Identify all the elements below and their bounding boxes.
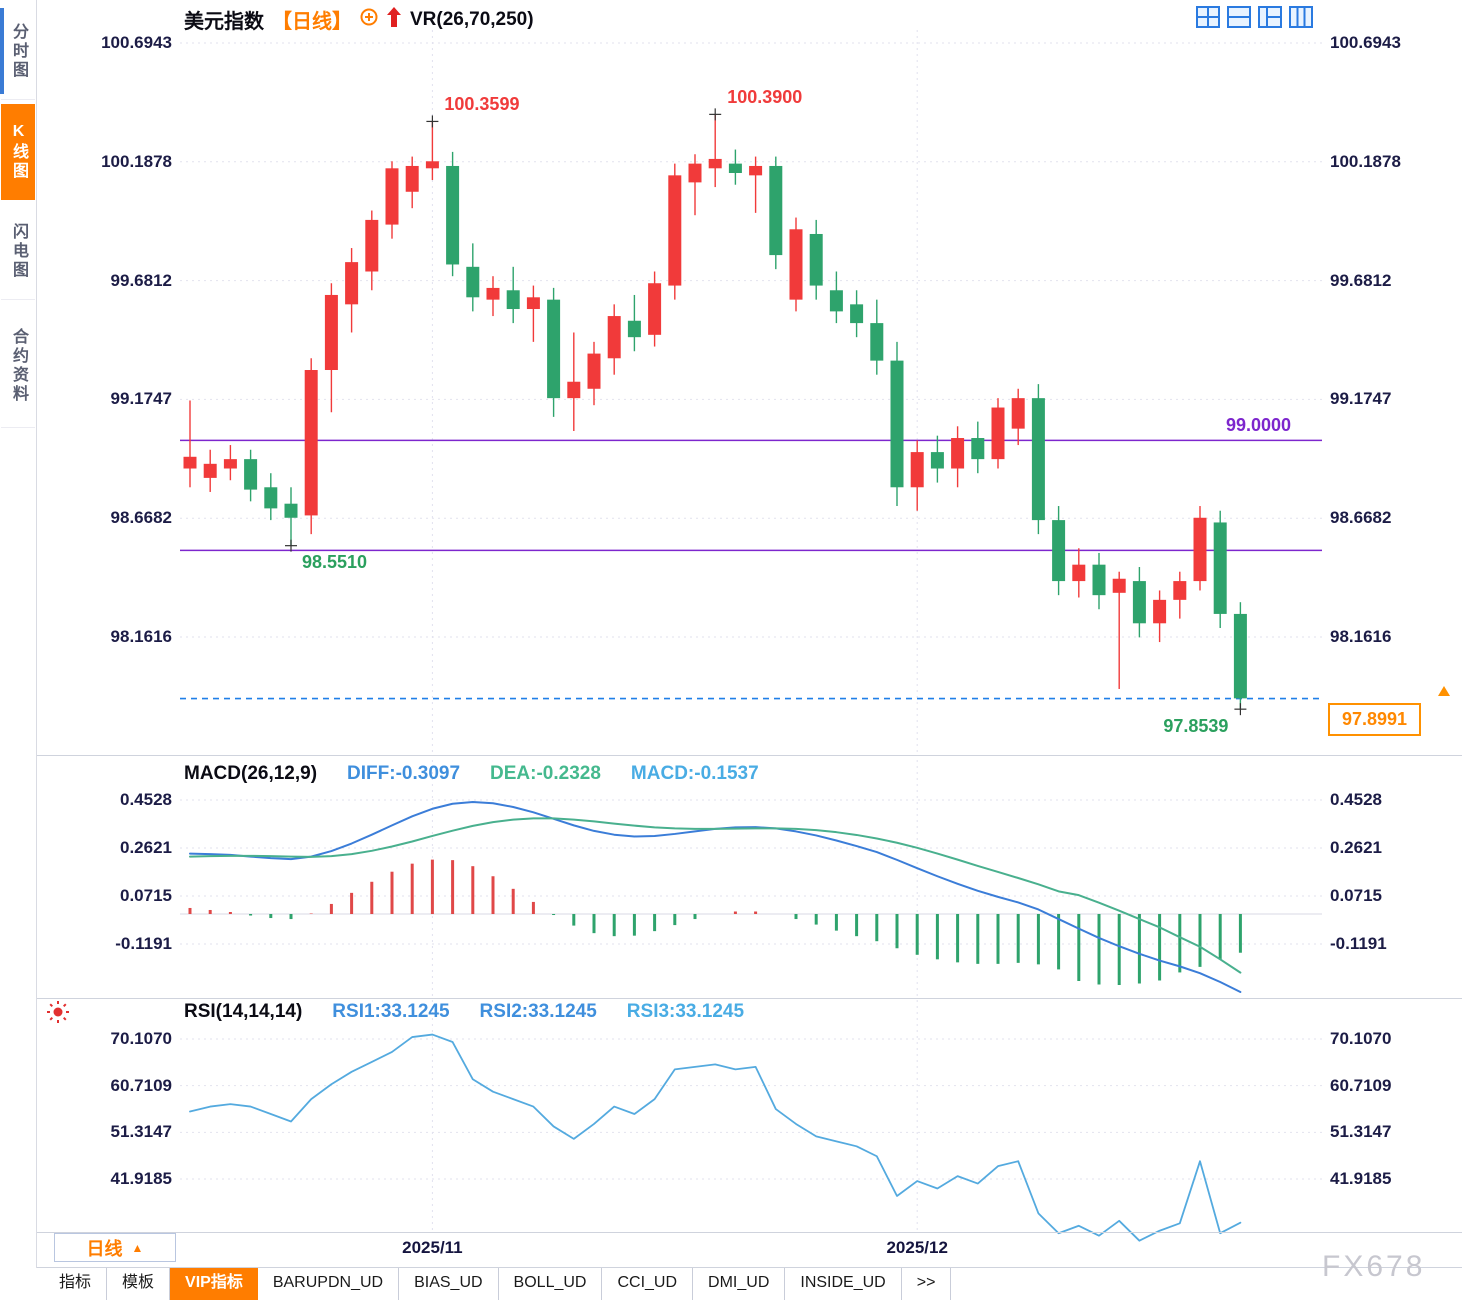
- axis-tick-label: 98.6682: [1330, 508, 1392, 528]
- axis-tick-label: 51.3147: [110, 1122, 172, 1142]
- chart-header: 美元指数 【日线】 VR(26,70,250): [184, 5, 534, 34]
- period-label: 日线: [86, 1238, 123, 1259]
- axis-tick-label: 0.4528: [120, 790, 172, 809]
- axis-tick-label: 100.1878: [101, 151, 172, 171]
- sidebar-tab-contract-info[interactable]: 合约资料: [1, 304, 35, 428]
- sidebar-tab-kline-chart[interactable]: K线图: [1, 104, 35, 200]
- tab-barupdn-ud[interactable]: BARUPDN_UD: [258, 1268, 400, 1300]
- high-price-annotation: 100.3599: [444, 94, 520, 115]
- tab-bias-ud[interactable]: BIAS_UD: [399, 1268, 499, 1300]
- plus-circle-icon[interactable]: [360, 8, 378, 31]
- indicator-tab-bar: 指标 模板 VIP指标 BARUPDN_UD BIAS_UD BOLL_UD C…: [36, 1268, 1462, 1300]
- sidebar-tab-time-chart[interactable]: 分时图: [1, 4, 35, 100]
- axis-tick-label: -0.1191: [115, 934, 172, 953]
- axis-tick-label: -0.1191: [1330, 934, 1387, 953]
- symbol-title: 美元指数: [184, 11, 264, 33]
- up-arrow-icon: [386, 6, 402, 33]
- sun-icon[interactable]: [46, 1000, 70, 1029]
- axis-tick-label: 99.1747: [1330, 389, 1392, 409]
- axis-tick-label: 98.1616: [1330, 627, 1392, 646]
- axis-tick-label: 100.6943: [1330, 33, 1401, 52]
- layout-rows-icon[interactable]: [1227, 6, 1251, 33]
- rsi-params[interactable]: RSI(14,14,14): [184, 1001, 303, 1022]
- macd-dea-value: DEA:-0.2328: [490, 763, 601, 784]
- axis-tick-label: 60.7109: [110, 1075, 172, 1095]
- up-triangle-icon: ▲: [131, 1240, 144, 1255]
- axis-tick-label: 70.1070: [1330, 1029, 1392, 1048]
- sidebar-tab-lightning-chart[interactable]: 闪电图: [1, 204, 35, 300]
- axis-tick-label: 60.7109: [1330, 1075, 1392, 1095]
- period-selector[interactable]: 日线 ▲: [54, 1233, 176, 1262]
- layout-columns-icon[interactable]: [1289, 6, 1313, 33]
- tab-dmi-ud[interactable]: DMI_UD: [693, 1268, 786, 1300]
- last-price-badge: 97.8991: [1328, 702, 1422, 736]
- low-price-annotation: 97.8539: [1163, 716, 1229, 737]
- layout-split-icon[interactable]: [1258, 6, 1282, 33]
- axis-tick-label: 0.0715: [120, 886, 172, 905]
- axis-tick-label: 98.1616: [110, 627, 172, 646]
- axis-tick-label: 0.2621: [1330, 838, 1382, 857]
- axis-tick-label: 41.9185: [1330, 1169, 1392, 1188]
- axis-tick-label: 51.3147: [1330, 1122, 1392, 1142]
- axis-tick-label: 0.4528: [1330, 790, 1382, 809]
- layout-grid-icon[interactable]: [1196, 6, 1220, 33]
- x-axis-month-label: 2025/11: [402, 1238, 463, 1257]
- rsi2-value: RSI2:33.1245: [479, 1001, 597, 1022]
- macd-title-row: MACD(26,12,9) DIFF:-0.3097 DEA:-0.2328 M…: [184, 763, 759, 785]
- axis-tick-label: 0.2621: [120, 838, 172, 857]
- low-price-annotation: 98.5510: [302, 551, 368, 572]
- tab-more[interactable]: >>: [902, 1268, 952, 1300]
- sidebar: 分时图 K线图 闪电图 合约资料: [0, 0, 37, 1300]
- sidebar-active-indicator: [0, 8, 4, 94]
- axis-tick-label: 41.9185: [110, 1169, 172, 1188]
- axis-tick-label: 99.6812: [1330, 270, 1392, 290]
- rsi3-value: RSI3:33.1245: [626, 1001, 745, 1022]
- tab-vip-indicators[interactable]: VIP指标: [170, 1268, 258, 1300]
- high-price-annotation: 100.3900: [727, 87, 803, 108]
- axis-tick-label: 98.6682: [110, 508, 172, 528]
- tab-templates[interactable]: 模板: [107, 1268, 171, 1300]
- tab-indicators[interactable]: 指标: [44, 1268, 108, 1300]
- period-tag[interactable]: 【日线】: [272, 11, 352, 33]
- axis-tick-label: 0.0715: [1330, 886, 1382, 905]
- tab-cci-ud[interactable]: CCI_UD: [602, 1268, 694, 1300]
- tab-boll-ud[interactable]: BOLL_UD: [499, 1268, 603, 1300]
- axis-tick-label: 100.1878: [1330, 151, 1401, 171]
- layout-toolbar: [1196, 6, 1313, 33]
- macd-params[interactable]: MACD(26,12,9): [184, 763, 318, 784]
- rsi1-value: RSI1:33.1245: [332, 1001, 450, 1022]
- tab-inside-ud[interactable]: INSIDE_UD: [785, 1268, 902, 1300]
- axis-tick-label: 99.6812: [110, 270, 172, 290]
- macd-diff-value: DIFF:-0.3097: [347, 763, 461, 784]
- x-axis-month-label: 2025/12: [886, 1238, 948, 1257]
- price-up-triangle-icon: [1438, 685, 1450, 696]
- rsi-title-row: RSI(14,14,14) RSI1:33.1245 RSI2:33.1245 …: [184, 1001, 744, 1023]
- axis-tick-label: 100.6943: [101, 33, 172, 52]
- macd-macd-value: MACD:-0.1537: [630, 763, 759, 784]
- axis-tick-label: 70.1070: [110, 1029, 172, 1048]
- watermark: FX678: [1322, 1250, 1426, 1283]
- hline-price-label: 99.0000: [1226, 415, 1292, 436]
- axis-tick-label: 99.1747: [110, 389, 172, 409]
- overlay-indicator-label[interactable]: VR(26,70,250): [410, 8, 534, 30]
